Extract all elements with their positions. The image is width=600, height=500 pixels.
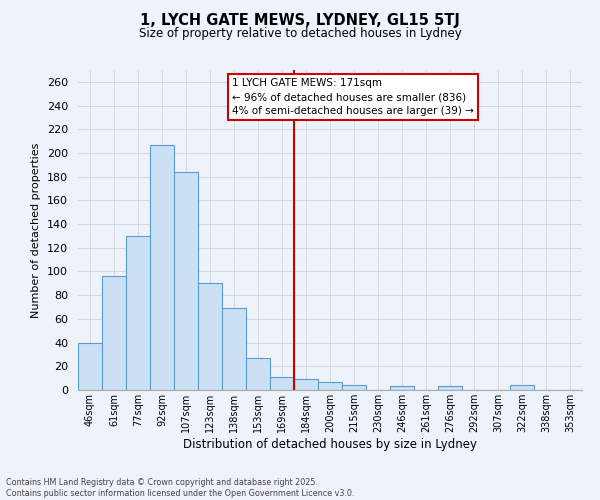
Bar: [126, 236, 150, 390]
Text: Contains HM Land Registry data © Crown copyright and database right 2025.
Contai: Contains HM Land Registry data © Crown c…: [6, 478, 355, 498]
Bar: [270, 377, 294, 390]
Bar: [390, 386, 414, 390]
Bar: [78, 342, 102, 390]
Bar: [246, 358, 270, 390]
Bar: [198, 284, 222, 390]
Bar: [150, 144, 174, 390]
Bar: [174, 172, 198, 390]
Bar: [222, 308, 246, 390]
Bar: [294, 380, 318, 390]
Text: 1, LYCH GATE MEWS, LYDNEY, GL15 5TJ: 1, LYCH GATE MEWS, LYDNEY, GL15 5TJ: [140, 12, 460, 28]
Bar: [510, 386, 534, 390]
Y-axis label: Number of detached properties: Number of detached properties: [31, 142, 41, 318]
Bar: [342, 386, 366, 390]
Bar: [438, 386, 462, 390]
X-axis label: Distribution of detached houses by size in Lydney: Distribution of detached houses by size …: [183, 438, 477, 450]
Text: 1 LYCH GATE MEWS: 171sqm
← 96% of detached houses are smaller (836)
4% of semi-d: 1 LYCH GATE MEWS: 171sqm ← 96% of detach…: [232, 78, 473, 116]
Text: Size of property relative to detached houses in Lydney: Size of property relative to detached ho…: [139, 28, 461, 40]
Bar: [318, 382, 342, 390]
Bar: [102, 276, 126, 390]
